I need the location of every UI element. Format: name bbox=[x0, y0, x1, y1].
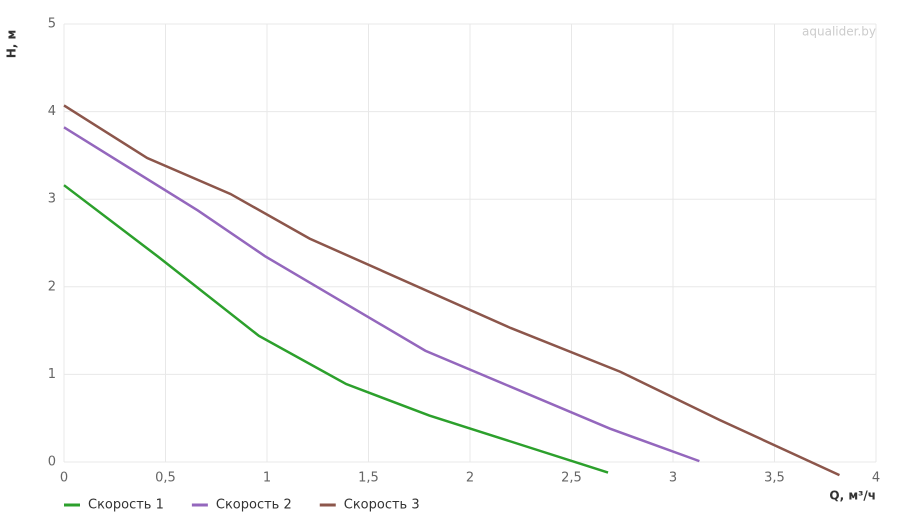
legend-label: Скорость 3 bbox=[344, 498, 420, 513]
series-line bbox=[63, 104, 840, 477]
x-tick-label: 3 bbox=[669, 471, 677, 486]
y-axis-label: H, м bbox=[5, 30, 19, 59]
y-tick-label: 5 bbox=[48, 17, 56, 32]
x-tick-label: 1,5 bbox=[358, 471, 379, 486]
watermark: aqualider.by bbox=[802, 25, 876, 39]
series-line bbox=[63, 126, 700, 463]
legend-label: Скорость 2 bbox=[216, 498, 292, 513]
y-tick-label: 3 bbox=[48, 192, 56, 207]
x-tick-label: 2 bbox=[466, 471, 474, 486]
legend-label: Скорость 1 bbox=[88, 498, 164, 513]
series-line bbox=[63, 184, 609, 474]
y-tick-label: 0 bbox=[48, 455, 56, 470]
y-tick-label: 4 bbox=[48, 104, 56, 119]
y-tick-label: 2 bbox=[48, 279, 56, 294]
x-tick-label: 0,5 bbox=[155, 471, 176, 486]
x-tick-label: 2,5 bbox=[561, 471, 582, 486]
x-axis-label: Q, м³/ч bbox=[829, 489, 876, 503]
x-tick-label: 0 bbox=[60, 471, 68, 486]
x-tick-label: 1 bbox=[263, 471, 271, 486]
y-tick-label: 1 bbox=[48, 367, 56, 382]
x-tick-label: 4 bbox=[872, 471, 880, 486]
x-tick-label: 3,5 bbox=[764, 471, 785, 486]
